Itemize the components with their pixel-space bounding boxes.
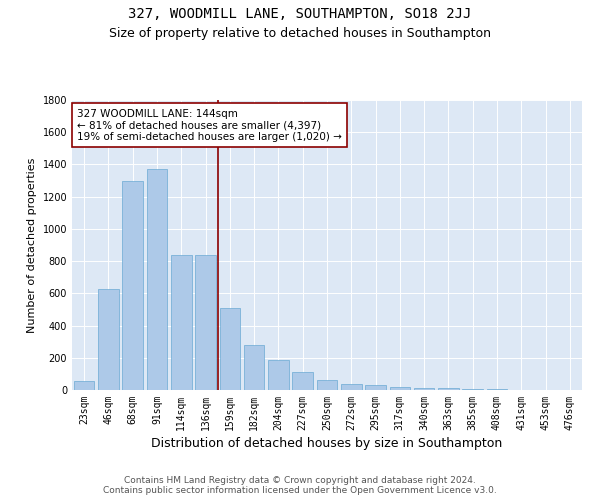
Y-axis label: Number of detached properties: Number of detached properties xyxy=(27,158,37,332)
Bar xyxy=(438,388,459,390)
Text: 327, WOODMILL LANE, SOUTHAMPTON, SO18 2JJ: 327, WOODMILL LANE, SOUTHAMPTON, SO18 2J… xyxy=(128,8,472,22)
Bar xyxy=(122,180,143,390)
Bar xyxy=(98,288,119,390)
Bar xyxy=(414,388,434,390)
Bar xyxy=(487,389,508,390)
Bar xyxy=(244,345,265,390)
Bar xyxy=(463,388,483,390)
Bar xyxy=(389,387,410,390)
Bar xyxy=(171,256,191,390)
Text: 327 WOODMILL LANE: 144sqm
← 81% of detached houses are smaller (4,397)
19% of se: 327 WOODMILL LANE: 144sqm ← 81% of detac… xyxy=(77,108,342,142)
Bar xyxy=(195,256,216,390)
Bar xyxy=(220,308,240,390)
Bar xyxy=(146,170,167,390)
Bar xyxy=(74,381,94,390)
Bar xyxy=(292,372,313,390)
Bar xyxy=(341,384,362,390)
Text: Contains HM Land Registry data © Crown copyright and database right 2024.
Contai: Contains HM Land Registry data © Crown c… xyxy=(103,476,497,495)
Bar xyxy=(317,380,337,390)
Bar xyxy=(365,385,386,390)
Text: Distribution of detached houses by size in Southampton: Distribution of detached houses by size … xyxy=(151,438,503,450)
Text: Size of property relative to detached houses in Southampton: Size of property relative to detached ho… xyxy=(109,28,491,40)
Bar xyxy=(268,360,289,390)
